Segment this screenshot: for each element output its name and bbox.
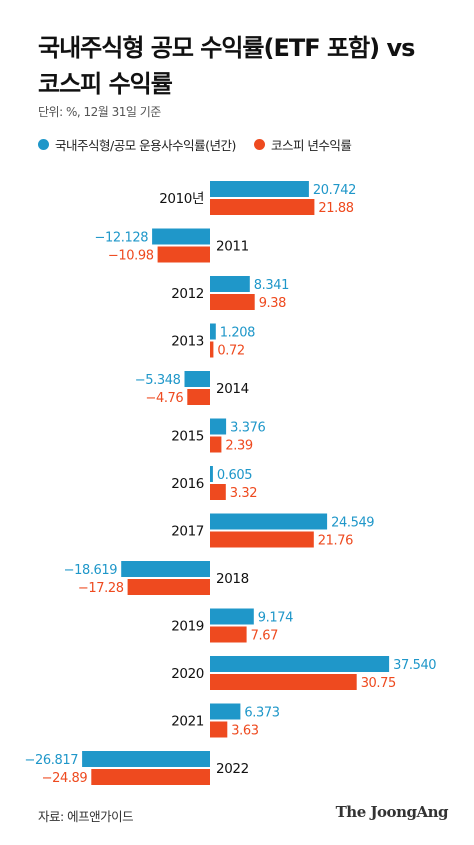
legend-swatch-fund bbox=[38, 139, 49, 150]
data-label-kospi: 30.75 bbox=[361, 676, 396, 691]
data-label-fund: 3.376 bbox=[230, 421, 265, 436]
data-label-fund: 37.540 bbox=[393, 658, 436, 673]
legend-label-kospi: 코스피 년수익률 bbox=[270, 138, 352, 153]
bar-fund bbox=[210, 608, 254, 625]
bar-fund bbox=[210, 513, 328, 530]
category-label: 2022 bbox=[216, 761, 249, 777]
category-label: 2012 bbox=[171, 286, 204, 302]
chart-title-line1: 국내주식형 공모 수익률(ETF 포함) vs bbox=[38, 34, 415, 62]
data-label-fund: −26.817 bbox=[25, 753, 79, 768]
data-label-kospi: 9.38 bbox=[259, 296, 286, 311]
bar-fund bbox=[210, 703, 241, 720]
data-label-kospi: 0.72 bbox=[217, 344, 244, 359]
data-label-kospi: 7.67 bbox=[251, 629, 278, 644]
data-label-fund: −18.619 bbox=[64, 563, 118, 578]
legend-label-fund: 국내주식형/공모 운용사수익률(년간) bbox=[55, 138, 236, 153]
unit-note: 단위: %, 12월 31일 기준 bbox=[38, 105, 161, 119]
bar-kospi bbox=[91, 769, 210, 785]
legend-swatch-kospi bbox=[253, 139, 265, 150]
data-label-kospi: 21.76 bbox=[318, 534, 353, 549]
bar-kospi bbox=[210, 199, 315, 215]
bar-fund bbox=[82, 751, 210, 767]
data-label-kospi: 3.63 bbox=[231, 724, 258, 739]
legend: 국내주식형/공모 운용사수익률(년간) 코스피 년수익률 bbox=[38, 135, 352, 154]
chart-title-line2: 코스피 수익률 bbox=[38, 70, 173, 98]
data-label-kospi: 2.39 bbox=[225, 439, 252, 454]
bar-kospi bbox=[210, 721, 228, 738]
bar-fund bbox=[210, 656, 390, 672]
bar-fund bbox=[210, 418, 227, 435]
bar-kospi bbox=[210, 626, 247, 643]
bar-fund bbox=[210, 181, 309, 197]
category-label: 2018 bbox=[216, 571, 249, 587]
category-label: 2017 bbox=[171, 524, 204, 540]
bar-kospi bbox=[210, 436, 222, 453]
legend-item-kospi: 코스피 년수익률 bbox=[253, 135, 352, 154]
bar-fund bbox=[210, 466, 213, 482]
category-label: 2015 bbox=[171, 429, 204, 445]
category-label: 2010년 bbox=[159, 191, 204, 207]
chart-title: 국내주식형 공모 수익률(ETF 포함) vs 코스피 수익률 bbox=[38, 30, 415, 102]
bar-kospi bbox=[210, 674, 357, 690]
category-label: 2013 bbox=[171, 334, 204, 350]
data-label-fund: 1.208 bbox=[220, 326, 255, 341]
data-label-fund: 8.341 bbox=[254, 278, 289, 293]
category-label: 2014 bbox=[216, 381, 249, 397]
bar-kospi bbox=[127, 579, 210, 595]
data-label-fund: 20.742 bbox=[313, 183, 356, 198]
bar-fund bbox=[210, 323, 216, 340]
data-label-fund: −12.128 bbox=[95, 231, 149, 246]
data-label-kospi: −17.28 bbox=[78, 581, 124, 596]
category-label: 2019 bbox=[171, 619, 204, 635]
bar-kospi bbox=[210, 341, 214, 358]
bar-kospi bbox=[157, 246, 210, 263]
bar-kospi bbox=[210, 294, 255, 310]
bar-kospi bbox=[210, 531, 314, 548]
data-label-kospi: −24.89 bbox=[42, 771, 88, 786]
category-label: 2011 bbox=[216, 239, 249, 255]
data-label-fund: 0.605 bbox=[217, 468, 252, 483]
data-label-kospi: −10.98 bbox=[108, 249, 154, 264]
bar-kospi bbox=[187, 389, 210, 405]
data-label-fund: 24.549 bbox=[331, 516, 374, 531]
bar-fund bbox=[210, 276, 250, 292]
category-label: 2016 bbox=[171, 476, 204, 492]
source-note: 자료: 에프앤가이드 bbox=[38, 809, 134, 824]
bar-kospi bbox=[210, 484, 226, 500]
category-label: 2020 bbox=[171, 666, 204, 682]
bar-fund bbox=[184, 371, 210, 387]
legend-item-fund: 국내주식형/공모 운용사수익률(년간) bbox=[38, 135, 236, 154]
category-label: 2021 bbox=[171, 714, 204, 730]
data-label-fund: −5.348 bbox=[135, 373, 181, 388]
data-label-fund: 9.174 bbox=[258, 611, 293, 626]
bar-fund bbox=[121, 561, 210, 577]
data-label-fund: 6.373 bbox=[244, 706, 279, 721]
bar-fund bbox=[152, 228, 210, 245]
publisher-logo: The JoongAng bbox=[335, 803, 449, 821]
data-label-kospi: 3.32 bbox=[230, 486, 257, 501]
data-label-kospi: −4.76 bbox=[145, 391, 183, 406]
bar-chart: 20.742 21.88 2010년 −12.128 −10.98 2011 8.341 9.… bbox=[25, 181, 437, 786]
data-label-kospi: 21.88 bbox=[318, 201, 353, 216]
